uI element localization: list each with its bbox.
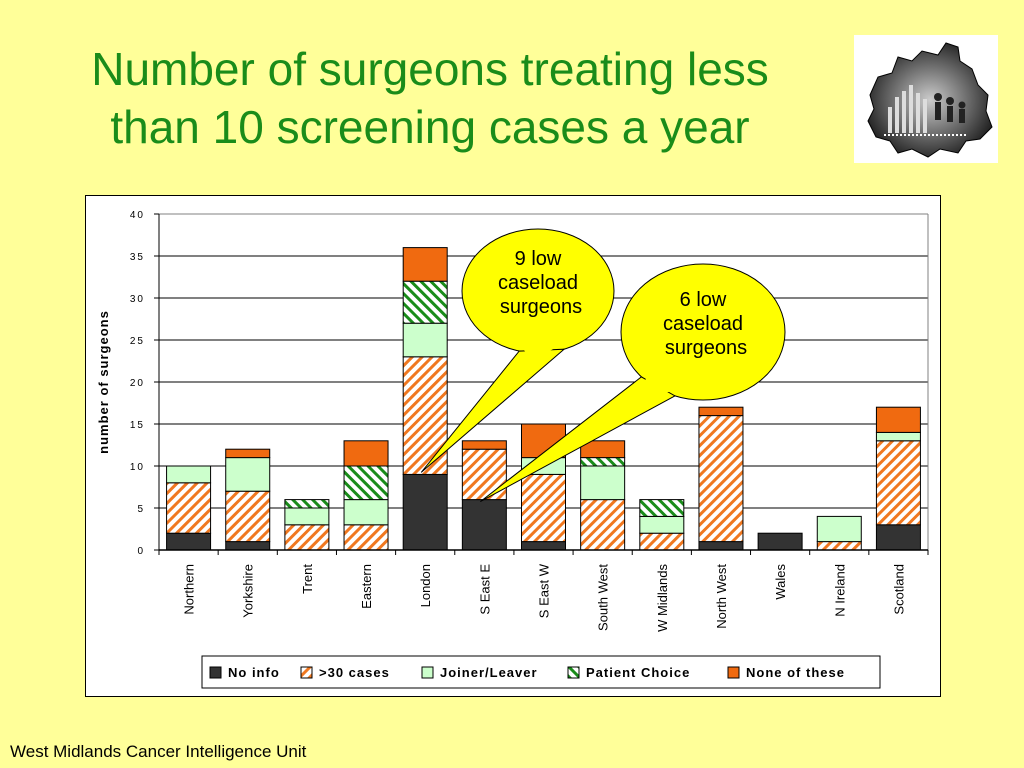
bar-segment [757, 532, 803, 551]
legend-swatch [209, 666, 222, 679]
legend-box [201, 655, 881, 689]
x-category-label: Trent [300, 564, 315, 594]
bar-segment [402, 247, 448, 282]
legend-swatch [300, 666, 313, 679]
bar-segment [639, 532, 685, 551]
y-tick-label: 0 [137, 546, 145, 557]
legend-label: Patient Choice [586, 665, 690, 680]
stacked-bar-chart: 0 5 10 15 20 25 30 35 40 number of surgeons Northe… [96, 210, 929, 689]
bar-segment [816, 515, 862, 543]
bar-segment [284, 524, 330, 551]
legend-swatch [727, 666, 740, 679]
x-category-label: S East W [537, 563, 552, 618]
bar-segment [166, 482, 212, 534]
bar-segment [521, 473, 566, 543]
y-axis-label: number of surgeons [96, 310, 111, 454]
bar-segment [461, 440, 507, 450]
y-tick-label: 5 [137, 504, 145, 515]
bar-segment [343, 499, 389, 526]
wmciu-logo [854, 35, 998, 163]
y-tick-label: 15 [130, 420, 145, 431]
bar-segment [875, 524, 921, 551]
x-category-label: Wales [773, 564, 788, 600]
west-midlands-map-logo-icon [867, 42, 993, 158]
bar-segment [402, 473, 448, 551]
chart-frame: 0 5 10 15 20 25 30 35 40 number of surgeons Northe… [85, 195, 941, 697]
slide-title: Number of surgeons treating less than 10… [20, 40, 840, 156]
bar-segment [461, 448, 507, 501]
x-category-label: Yorkshire [241, 564, 256, 618]
callout-bubble [620, 263, 786, 401]
bar-segment [402, 322, 448, 358]
y-tick-label: 25 [130, 336, 145, 347]
bar-segment [816, 541, 862, 551]
slide-title-line-1: Number of surgeons treating less [91, 43, 769, 95]
slide-title-line-2: than 10 screening cases a year [110, 101, 750, 153]
x-category-label: Eastern [359, 564, 374, 609]
x-category-label: W Midlands [655, 564, 670, 632]
y-tick-label: 10 [130, 462, 145, 473]
bar-segment [580, 457, 626, 467]
callout-text-line: caseload [498, 272, 578, 294]
legend-label: No info [228, 665, 280, 680]
x-category-label: Northern [182, 564, 197, 615]
bar-segment [402, 356, 448, 475]
y-tick-label: 20 [130, 378, 145, 389]
bar-segment [225, 490, 271, 543]
x-category-label: Scotland [891, 564, 906, 615]
x-category-label: S East E [477, 564, 492, 615]
bar-segment [875, 406, 921, 433]
bar-segment [402, 280, 448, 324]
callout-text-line: 9 low [515, 248, 562, 270]
bar-segment [875, 431, 921, 442]
x-category-label: North West [714, 564, 729, 629]
bar-segment [580, 499, 626, 551]
bar-segment [343, 465, 389, 501]
axes: 0 5 10 15 20 25 30 35 40 number of surgeons Northe… [96, 210, 929, 632]
bar-segment [521, 541, 566, 551]
legend-swatch [421, 666, 434, 679]
bar-segment [461, 499, 507, 551]
bar-segment [343, 440, 389, 467]
bar-segment [225, 448, 271, 459]
y-tick-label: 40 [130, 210, 145, 221]
bar-segment [639, 499, 685, 517]
x-category-label: South West [596, 564, 611, 631]
bar-segment [225, 541, 271, 551]
callout-seam [520, 344, 562, 360]
callout-text-line: surgeons [665, 337, 747, 359]
bar-segment [698, 415, 744, 543]
x-category-label: N Ireland [832, 564, 847, 617]
bar-segment [580, 465, 626, 501]
legend-label: Joiner/Leaver [440, 665, 538, 680]
bar-segment [166, 532, 212, 551]
bar-segment [580, 440, 626, 459]
legend: No info >30 cases Joiner/Leaver Patient Cho… [201, 655, 881, 689]
footer-credit: West Midlands Cancer Intelligence Unit [10, 742, 307, 761]
callout-text-line: surgeons [500, 296, 582, 318]
callout-text-line: caseload [663, 313, 743, 335]
bar-segment [875, 440, 921, 526]
x-category-label: London [418, 564, 433, 607]
legend-swatch [567, 666, 580, 679]
y-tick-label: 35 [130, 252, 145, 263]
legend-label: >30 cases [319, 665, 390, 680]
bar-segment [698, 406, 744, 417]
bar-segment [698, 541, 744, 551]
bar-segment [639, 515, 685, 534]
y-tick-label: 30 [130, 294, 145, 305]
bar-segment [284, 499, 330, 509]
callout-text-line: 6 low [680, 289, 727, 311]
bar-segment [284, 507, 330, 526]
callout-seam [643, 373, 678, 396]
bar-segment [166, 465, 212, 484]
bar-segment [225, 457, 271, 492]
bar-segment [343, 524, 389, 551]
legend-label: None of these [746, 665, 845, 680]
